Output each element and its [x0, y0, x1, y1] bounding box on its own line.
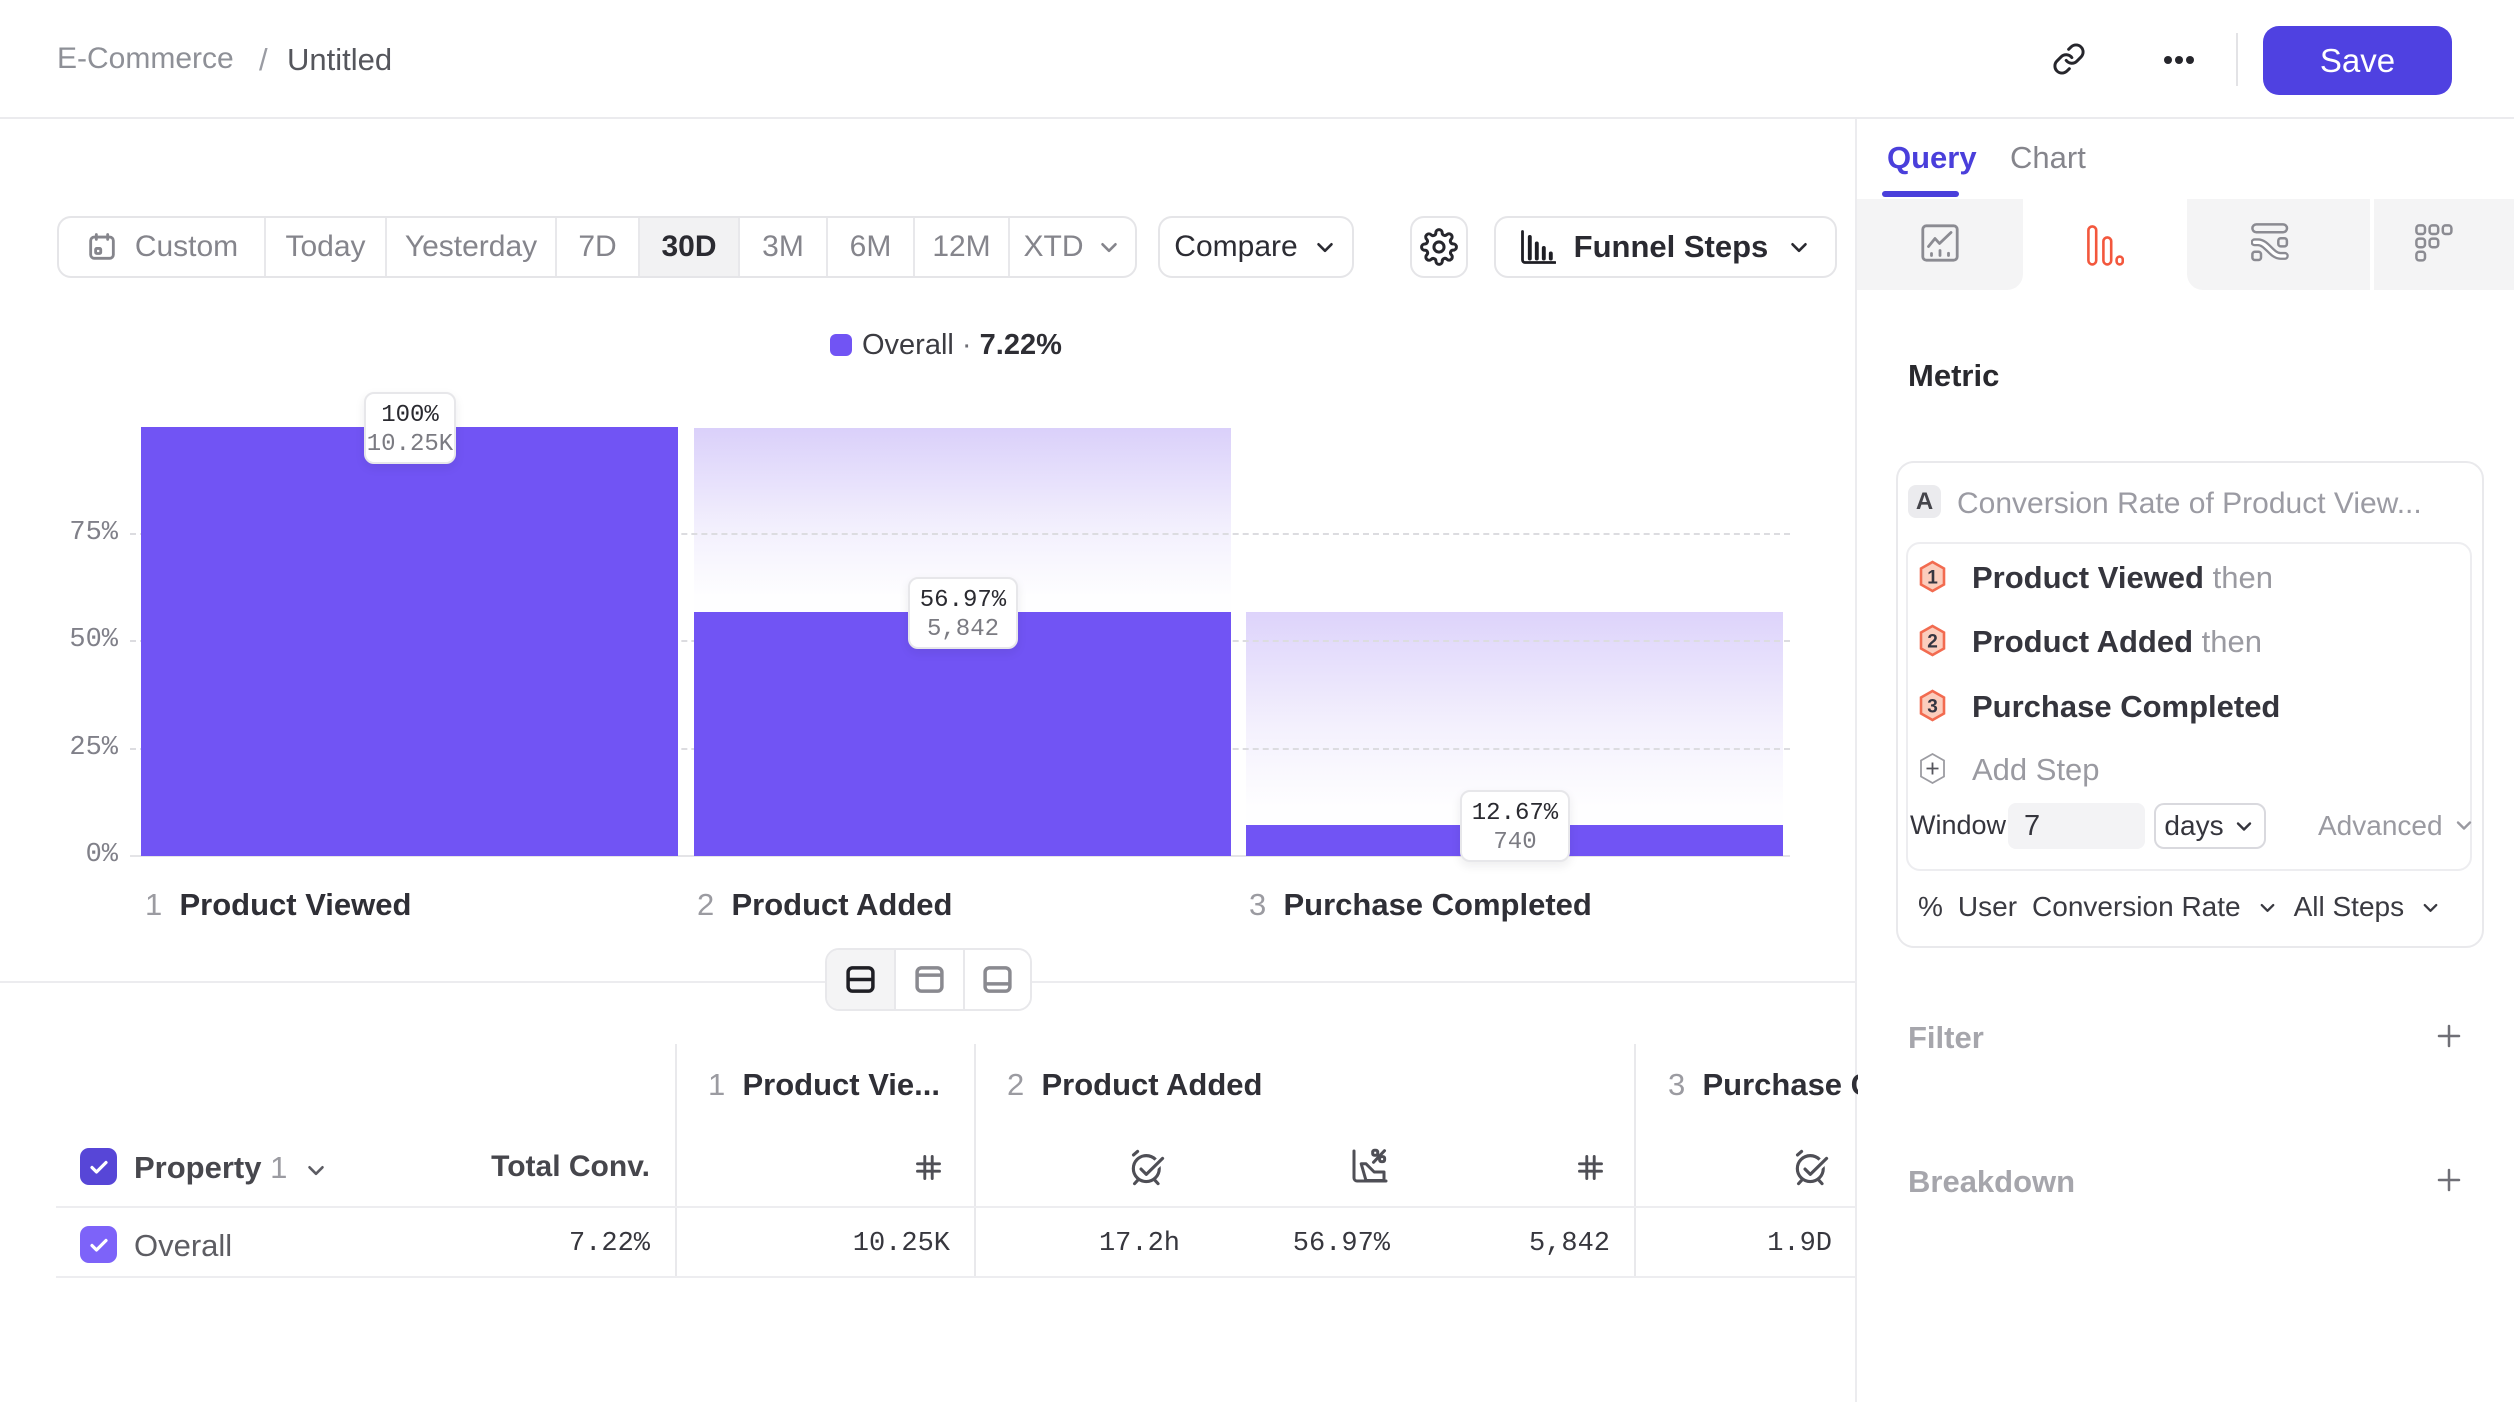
- svg-text:1: 1: [1927, 568, 1938, 589]
- svg-text:2: 2: [1927, 632, 1938, 653]
- svg-text:3: 3: [1927, 697, 1938, 718]
